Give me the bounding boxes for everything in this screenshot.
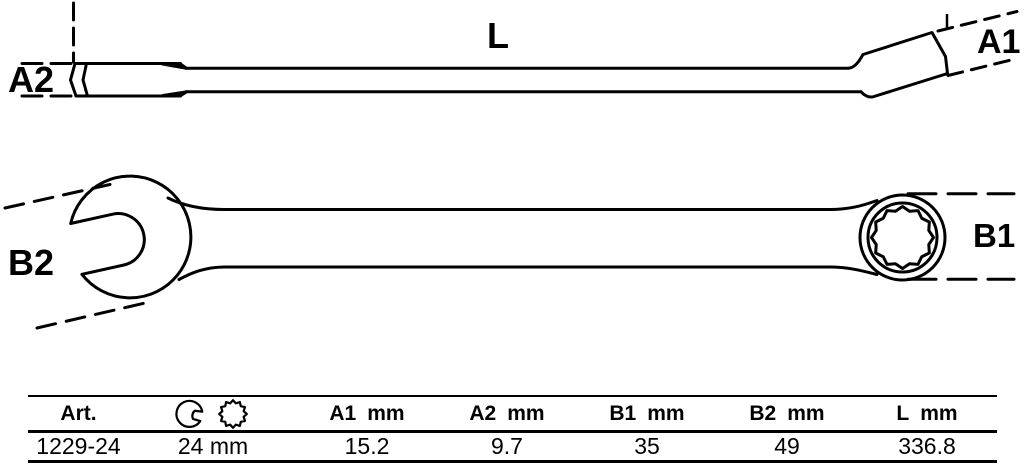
col-header-b2-label: B2 [749, 401, 777, 425]
col-header-b2-unit: mm [787, 401, 825, 425]
col-header-art-label: Art. [60, 401, 97, 425]
a1-lower-dashed-line [946, 57, 1019, 77]
col-header-a2-unit: mm [507, 401, 545, 425]
dim-label-l: L [487, 15, 509, 56]
col-header-art: Art. [28, 396, 129, 432]
wrench-type-icons [175, 398, 248, 429]
a1-upper-dashed-line [936, 10, 1019, 33]
top-view: B2 B1 [3, 174, 1016, 330]
spec-table: Art. A1 mm A2 mm B1 mm [28, 395, 997, 463]
cell-size: 24 mm [177, 433, 249, 459]
open-end-head [69, 174, 193, 300]
shaft-top-edge [166, 196, 879, 211]
cell-a2-value: 9.7 [491, 433, 523, 459]
cell-b2-value: 49 [774, 433, 800, 459]
dim-label-b1: B1 [973, 217, 1015, 254]
table-row: 1229-24 24 mm 15.2 9.7 35 49 336.8 [28, 432, 997, 462]
head-inner-chevron [81, 62, 89, 98]
cell-l-value: 336.8 [898, 433, 956, 459]
dim-label-b2: B2 [8, 242, 54, 283]
open-end-wrench-icon [175, 399, 204, 428]
head-outer-chevron [69, 62, 78, 98]
wrench-technical-drawing: A2 A1 L B2 [3, 1, 1020, 330]
spec-table-header-row: Art. A1 mm A2 mm B1 mm [28, 396, 997, 432]
ring-end-side-profile [847, 31, 949, 99]
open-end-head-outline [69, 174, 193, 300]
col-header-a2-label: A2 [469, 401, 497, 425]
col-header-a1: A1 mm [297, 396, 437, 432]
shaft-side-edges [184, 66, 863, 94]
b2-lower-dashed-line [35, 300, 150, 330]
col-header-b1-unit: mm [647, 401, 685, 425]
col-header-a2: A2 mm [437, 396, 577, 432]
shaft-bottom-edge [177, 265, 879, 281]
dim-label-a1: A1 [977, 23, 1020, 61]
col-header-a1-unit: mm [367, 401, 405, 425]
cell-b1-value: 35 [634, 433, 660, 459]
dim-label-a2: A2 [8, 59, 54, 100]
ring-outer-circle [858, 193, 947, 282]
col-header-a1-label: A1 [329, 401, 357, 425]
head-side-edges [73, 62, 182, 98]
col-header-b1: B1 mm [577, 396, 717, 432]
cell-a1-value: 15.2 [344, 433, 390, 459]
ring-12-point-icon [218, 398, 248, 429]
side-view: A2 A1 L [8, 1, 1020, 100]
cell-art-no: 1229-24 [36, 433, 121, 459]
col-header-b2: B2 mm [717, 396, 857, 432]
ring-inner-circle [866, 201, 939, 274]
col-header-l-label: L [896, 401, 910, 425]
ring-12-point-profile [870, 205, 935, 270]
col-header-l-unit: mm [920, 401, 958, 425]
head-shaft-transition-darts [161, 62, 188, 97]
col-header-size-icons [129, 396, 297, 432]
col-header-b1-label: B1 [609, 401, 637, 425]
